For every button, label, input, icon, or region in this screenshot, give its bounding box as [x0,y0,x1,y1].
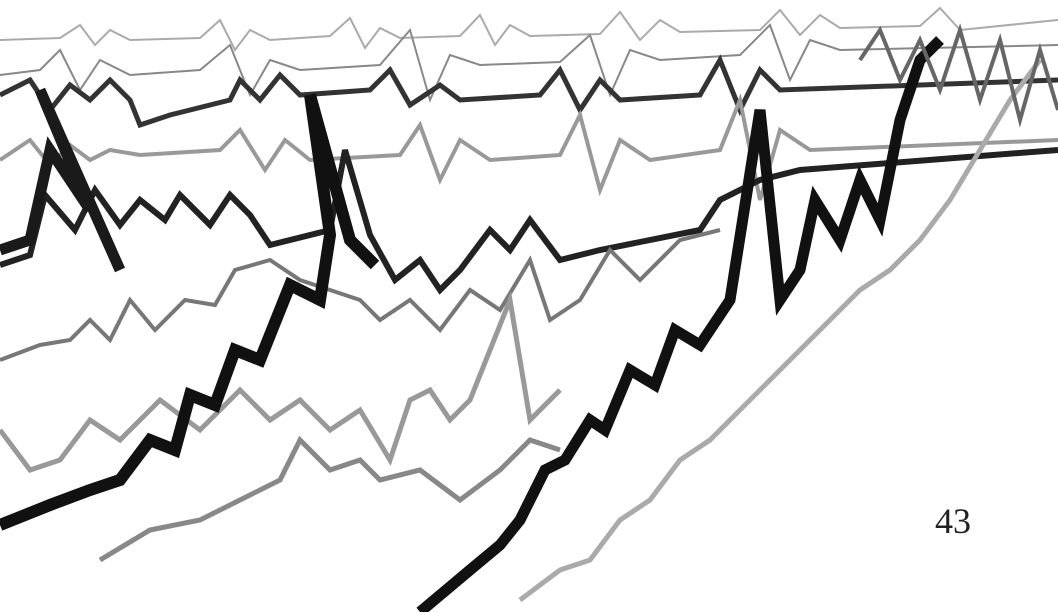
zigzag-line [98,435,561,563]
page-number: 43 [935,501,971,541]
zigzag-line [0,54,1058,129]
zigzag-line [0,93,380,531]
zigzag-line [0,6,1058,52]
zigzag-line [0,23,1058,103]
zigzag-line [518,58,1042,602]
zigzag-line [416,36,944,612]
zigzag-line [0,228,721,362]
zigzag-line [0,87,126,273]
zigzag-line [0,147,1058,295]
zigzag-line [0,93,1058,201]
zigzag-line [0,290,562,473]
zigzag-line [858,23,1058,128]
